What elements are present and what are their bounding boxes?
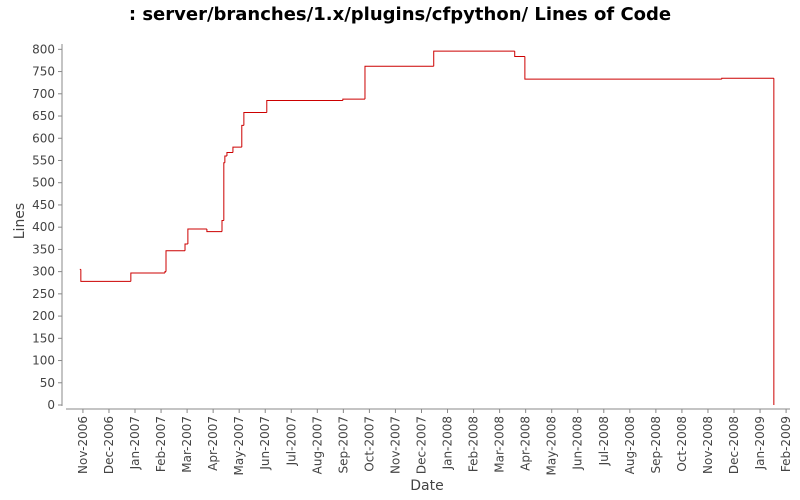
line-step bbox=[224, 155, 227, 163]
x-tick-label: Aug-2008 bbox=[623, 416, 637, 474]
y-tick-label: 100 bbox=[32, 354, 55, 368]
y-tick-label: 250 bbox=[32, 287, 55, 301]
y-tick-label: 350 bbox=[32, 242, 55, 256]
chart-title: : server/branches/1.x/plugins/cfpython/ … bbox=[129, 4, 671, 25]
x-tick-label: Nov-2008 bbox=[701, 416, 715, 474]
x-tick-label: Jun-2008 bbox=[571, 416, 585, 471]
line-step bbox=[130, 272, 165, 282]
y-tick-label: 150 bbox=[32, 331, 55, 345]
y-tick-label: 400 bbox=[32, 220, 55, 234]
x-axis-title: Date bbox=[410, 478, 443, 494]
x-tick-label: Nov-2006 bbox=[76, 416, 90, 474]
y-tick-label: 650 bbox=[32, 109, 55, 123]
y-tick-label: 600 bbox=[32, 131, 55, 145]
y-tick-label: 700 bbox=[32, 87, 55, 101]
line-step bbox=[226, 151, 233, 157]
line-step bbox=[80, 269, 131, 282]
line-step bbox=[206, 228, 222, 233]
x-tick-label: Mar-2007 bbox=[180, 416, 194, 473]
y-tick-label: 550 bbox=[32, 153, 55, 167]
x-tick-label: Jun-2007 bbox=[258, 416, 272, 471]
line-step bbox=[524, 56, 722, 80]
line-step bbox=[514, 51, 525, 57]
x-tick-label: Dec-2006 bbox=[102, 416, 116, 474]
line-step bbox=[221, 219, 224, 232]
line-step bbox=[266, 99, 343, 113]
x-tick-label: Aug-2007 bbox=[310, 416, 324, 474]
x-tick-label: Jul-2008 bbox=[597, 416, 611, 466]
x-tick-label: Jan-2009 bbox=[753, 416, 767, 470]
line-step bbox=[433, 50, 515, 67]
line-step bbox=[241, 124, 244, 148]
x-tick-label: Jul-2007 bbox=[284, 416, 298, 466]
x-tick-label: Dec-2007 bbox=[414, 416, 428, 474]
x-tick-label: Sep-2008 bbox=[649, 416, 663, 474]
line-step bbox=[187, 228, 207, 245]
x-tick-label: Feb-2008 bbox=[467, 416, 481, 472]
line-step bbox=[164, 271, 167, 273]
x-tick-label: Dec-2008 bbox=[727, 416, 741, 474]
x-tick-label: May-2008 bbox=[545, 416, 559, 475]
y-tick-label: 50 bbox=[40, 376, 55, 390]
line-step bbox=[243, 111, 267, 126]
x-tick-label: Feb-2007 bbox=[154, 416, 168, 472]
line-step bbox=[232, 146, 242, 153]
y-tick-label: 500 bbox=[32, 176, 55, 190]
y-tick-label: 450 bbox=[32, 198, 55, 212]
x-tick-label: Jan-2007 bbox=[128, 416, 142, 470]
y-tick-label: 300 bbox=[32, 265, 55, 279]
line-step bbox=[364, 65, 434, 100]
line-step bbox=[184, 243, 188, 251]
y-axis-title: Lines bbox=[12, 203, 28, 239]
x-tick-label: Apr-2008 bbox=[519, 416, 533, 471]
x-tick-label: Apr-2007 bbox=[206, 416, 220, 471]
x-tick-label: Mar-2008 bbox=[493, 416, 507, 473]
x-tick-label: May-2007 bbox=[232, 416, 246, 475]
line-step bbox=[223, 162, 225, 221]
x-tick-label: Feb-2009 bbox=[779, 416, 793, 472]
y-tick-label: 0 bbox=[47, 398, 55, 412]
y-tick-label: 800 bbox=[32, 42, 55, 56]
x-tick-label: Oct-2007 bbox=[362, 416, 376, 472]
x-tick-label: Sep-2007 bbox=[336, 416, 350, 474]
line-step bbox=[721, 77, 774, 80]
line-step bbox=[342, 98, 365, 101]
x-tick-label: Oct-2008 bbox=[675, 416, 689, 472]
x-tick-label: Nov-2007 bbox=[388, 416, 402, 474]
y-tick-label: 750 bbox=[32, 65, 55, 79]
y-tick-label: 200 bbox=[32, 309, 55, 323]
line-step bbox=[165, 250, 186, 272]
x-tick-label: Jan-2008 bbox=[441, 416, 455, 470]
